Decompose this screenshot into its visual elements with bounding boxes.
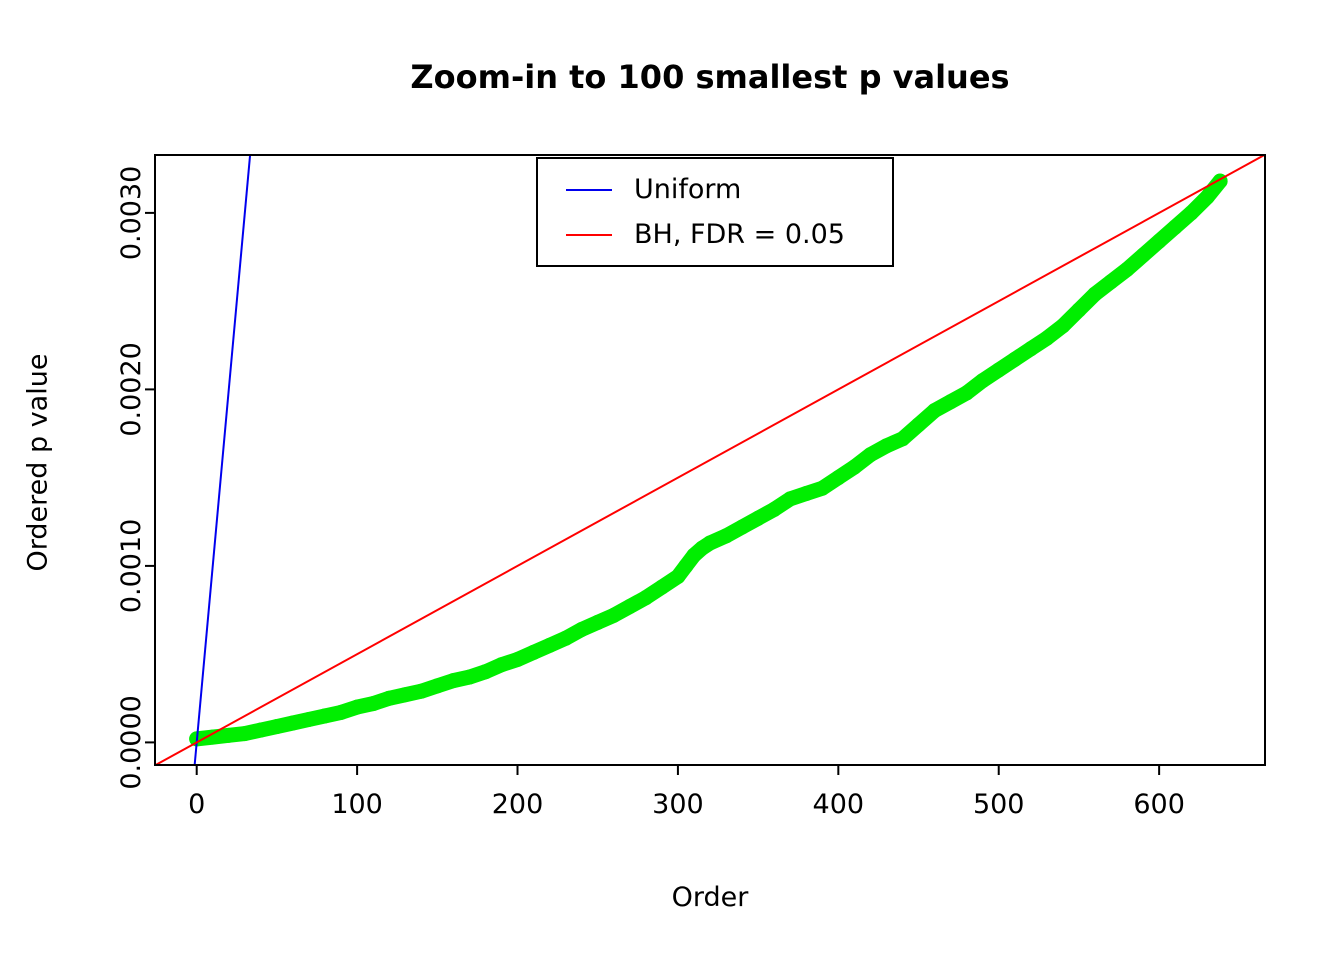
data-point — [269, 719, 285, 735]
data-point — [558, 630, 574, 646]
data-point — [798, 486, 814, 502]
x-tick-label: 400 — [813, 789, 865, 820]
x-tick-label: 100 — [331, 789, 383, 820]
data-point — [445, 673, 461, 689]
series-bh-fdr-line — [155, 154, 1265, 766]
chart-title: Zoom-in to 100 smallest p values — [410, 58, 1010, 96]
data-point — [894, 431, 910, 447]
y-tick-label: 0.0030 — [116, 166, 147, 260]
data-point — [911, 417, 927, 433]
data-point — [221, 727, 237, 743]
data-point — [461, 669, 477, 685]
x-tick-label: 600 — [1133, 789, 1185, 820]
data-point — [413, 683, 429, 699]
data-point — [1007, 351, 1023, 367]
y-tick-label: 0.0010 — [116, 519, 147, 613]
data-point — [349, 699, 365, 715]
data-point — [317, 708, 333, 724]
data-point — [782, 491, 798, 507]
data-point — [542, 637, 558, 653]
x-tick-label: 0 — [188, 789, 205, 820]
data-point — [285, 715, 301, 731]
data-point — [638, 590, 654, 606]
x-tick-label: 200 — [492, 789, 544, 820]
data-point — [1103, 274, 1119, 290]
data-point — [301, 711, 317, 727]
data-point — [606, 607, 622, 623]
legend-label-uniform: Uniform — [634, 174, 742, 205]
data-point — [381, 690, 397, 706]
data-point — [718, 528, 734, 544]
y-tick-label: 0.0020 — [116, 342, 147, 436]
x-tick-label: 300 — [652, 789, 704, 820]
data-point — [1039, 330, 1055, 346]
plot-box — [154, 154, 1266, 766]
data-point — [654, 579, 670, 595]
data-point — [959, 385, 975, 401]
data-point — [1055, 318, 1071, 334]
data-point — [702, 535, 718, 551]
data-point — [734, 519, 750, 535]
data-point — [526, 644, 542, 660]
data-point — [237, 726, 253, 742]
data-point — [862, 447, 878, 463]
data-point — [1087, 286, 1103, 302]
data-point — [1071, 302, 1087, 318]
uniform-line-swatch — [566, 188, 612, 191]
y-axis-label: Ordered p value — [22, 353, 54, 572]
data-point — [1183, 205, 1199, 221]
data-point — [766, 501, 782, 517]
data-point — [814, 480, 830, 496]
bh-line-swatch — [566, 233, 612, 236]
data-point — [1023, 341, 1039, 357]
data-point — [477, 664, 493, 680]
data-point — [493, 657, 509, 673]
data-point — [590, 614, 606, 630]
data-point — [878, 438, 894, 454]
x-tick-label: 500 — [973, 789, 1025, 820]
y-tick-label: 0.0000 — [116, 695, 147, 789]
legend: Uniform BH, FDR = 0.05 — [536, 157, 894, 267]
data-point — [253, 722, 269, 738]
data-point — [510, 651, 526, 667]
data-point — [1167, 219, 1183, 235]
data-point — [365, 696, 381, 712]
data-point — [333, 704, 349, 720]
data-point — [750, 510, 766, 526]
data-point — [830, 470, 846, 486]
data-point — [429, 678, 445, 694]
data-point — [846, 459, 862, 475]
data-point — [678, 558, 694, 574]
data-point — [927, 403, 943, 419]
data-point — [943, 394, 959, 410]
data-point — [1135, 247, 1151, 263]
data-point — [975, 373, 991, 389]
data-point — [1199, 189, 1215, 205]
legend-label-bh: BH, FDR = 0.05 — [634, 219, 845, 250]
legend-row-uniform: Uniform — [566, 174, 892, 205]
data-point — [1119, 261, 1135, 277]
x-axis-label: Order — [671, 882, 749, 913]
series-uniform-line — [193, 154, 252, 766]
data-point — [622, 598, 638, 614]
legend-row-bh: BH, FDR = 0.05 — [566, 219, 892, 250]
data-point — [991, 362, 1007, 378]
data-point — [397, 687, 413, 703]
data-point — [205, 729, 221, 745]
data-point — [670, 568, 686, 584]
data-point — [1151, 233, 1167, 249]
data-point — [574, 621, 590, 637]
